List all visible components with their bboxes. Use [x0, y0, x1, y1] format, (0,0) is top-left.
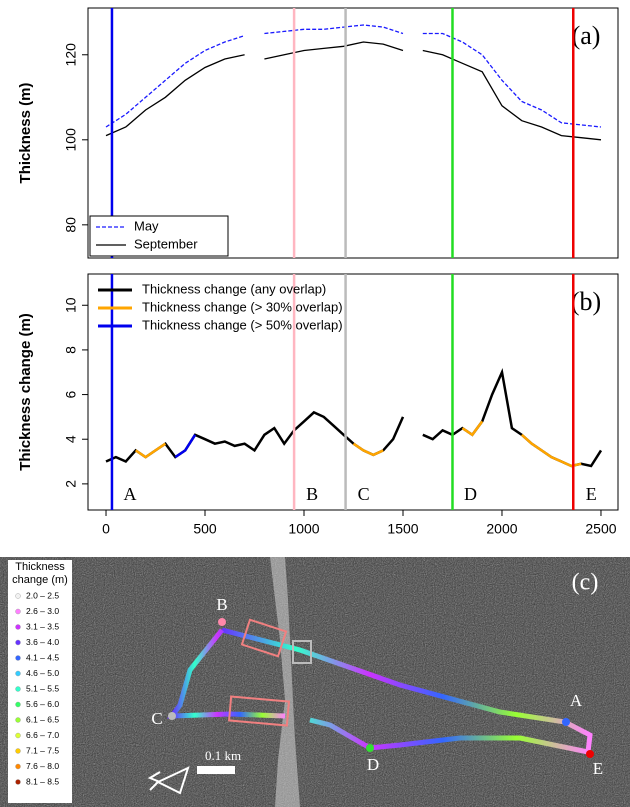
legend-label: 2.6 – 3.0: [26, 606, 59, 616]
legend-title-line: change (m): [12, 574, 68, 586]
series-line: [105, 41, 602, 141]
legend-swatch: [15, 779, 21, 785]
series-line: [105, 367, 603, 468]
marker-label: A: [123, 484, 136, 504]
point-marker: [586, 750, 594, 758]
x-tick-label: 2000: [486, 521, 517, 537]
legend-label: Thickness change (> 30% overlap): [142, 299, 343, 314]
panel-label: (a): [572, 21, 601, 50]
legend-label: 7.6 – 8.0: [26, 761, 59, 771]
legend-box: [89, 215, 229, 257]
legend-label: 5.6 – 6.0: [26, 699, 59, 709]
point-label: E: [593, 759, 603, 778]
scale-label: 0.1 km: [205, 748, 241, 763]
marker-label: B: [306, 484, 318, 504]
y-tick-label: 10: [63, 297, 79, 313]
legend-label: 5.1 – 5.5: [26, 683, 59, 693]
y-tick-label: 2: [63, 480, 79, 488]
series-line: [105, 24, 602, 128]
legend-swatch: [15, 763, 21, 770]
legend-label: 7.1 – 7.5: [26, 745, 59, 755]
marker-label: E: [586, 484, 597, 504]
legend-title-line: Thickness: [15, 561, 65, 573]
legend-label: September: [134, 236, 198, 251]
legend-swatch: [15, 686, 21, 692]
y-axis-label: Thickness (m): [17, 83, 34, 184]
point-marker: [562, 718, 570, 726]
legend-label: 3.6 – 4.0: [26, 637, 59, 647]
point-marker: [168, 712, 176, 720]
x-tick-label: 2500: [585, 521, 616, 537]
highlight-box: [227, 695, 291, 727]
track: [166, 628, 286, 719]
scale-bar: [197, 766, 235, 774]
point-marker: [366, 744, 374, 752]
y-tick-label: 120: [63, 43, 79, 67]
marker-label: D: [464, 484, 477, 504]
y-tick-label: 100: [63, 128, 79, 152]
legend-label: 4.1 – 4.5: [26, 652, 59, 662]
legend-label: 3.1 – 3.5: [26, 621, 59, 631]
panel-label: (c): [572, 570, 599, 596]
legend-swatch: [15, 608, 21, 615]
y-axis-label: Thickness change (m): [17, 313, 34, 471]
legend-swatch: [15, 624, 21, 630]
north-arrow: [147, 766, 190, 795]
y-tick-label: 4: [63, 435, 79, 443]
glacier-feature: [270, 557, 300, 807]
legend-swatch: [15, 593, 21, 599]
y-tick-label: 8: [63, 346, 79, 354]
point-label: A: [570, 691, 583, 710]
x-tick-label: 1000: [288, 521, 319, 537]
legend-swatch: [15, 639, 21, 646]
map-texture: [0, 557, 630, 807]
legend-label: 6.6 – 7.0: [26, 730, 59, 740]
y-tick-label: 6: [63, 390, 79, 398]
panel-label: (b): [571, 287, 601, 316]
point-label: D: [367, 755, 379, 774]
legend-label: 4.6 – 5.0: [26, 668, 59, 678]
series-line: [134, 420, 582, 468]
legend-title-text: Thickness change (m): [12, 561, 68, 586]
series-line: [175, 435, 284, 457]
plot-frame: [87, 7, 619, 259]
legend-label: May: [134, 218, 159, 233]
legend-swatch: [15, 655, 21, 661]
legend-label: Thickness change (any overlap): [142, 281, 326, 296]
legend-label: 2.0 – 2.5: [26, 590, 59, 600]
legend-swatch: [15, 732, 21, 739]
legend-swatch: [15, 748, 21, 754]
highlight-box: [240, 618, 288, 658]
legend-swatch: [15, 701, 21, 708]
point-label: C: [151, 709, 162, 728]
legend-swatch: [15, 670, 21, 677]
y-tick-label: 80: [63, 217, 79, 233]
legend-swatch: [15, 717, 21, 723]
point-marker: [218, 618, 226, 626]
plot-frame: [87, 273, 619, 511]
highlight-box: [292, 640, 312, 664]
x-tick-label: 1500: [387, 521, 418, 537]
legend-label: Thickness change (> 50% overlap): [142, 317, 343, 332]
legend-label: 8.1 – 8.5: [26, 776, 59, 786]
x-tick-label: 500: [193, 521, 217, 537]
legend-label: 6.1 – 6.5: [26, 714, 59, 724]
point-label: B: [216, 595, 227, 614]
legend-box: [8, 560, 72, 803]
marker-label: C: [358, 484, 370, 504]
x-tick-label: 0: [102, 521, 110, 537]
map-panel: 0.1 km (c): [0, 557, 630, 807]
